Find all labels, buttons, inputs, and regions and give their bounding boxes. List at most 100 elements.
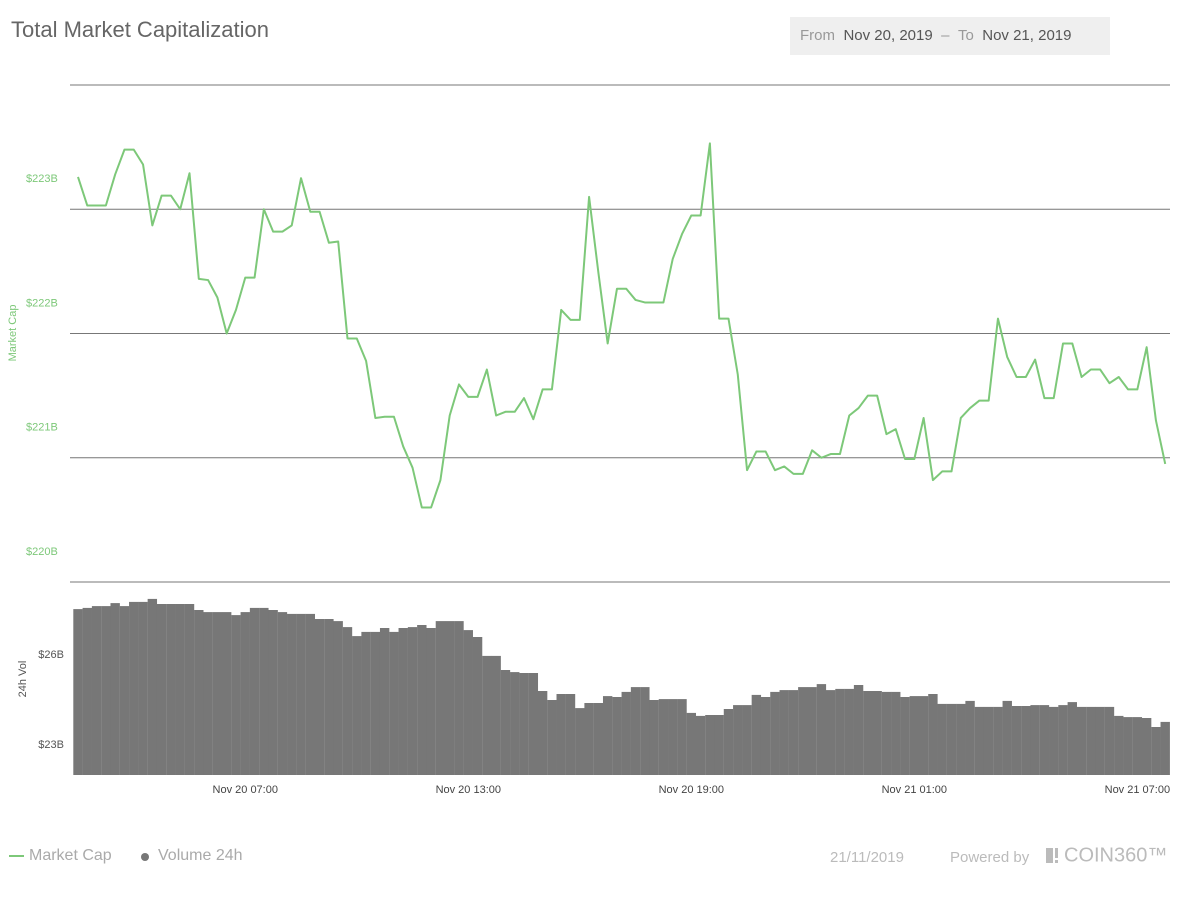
volume-bar (723, 709, 734, 775)
volume-bar (835, 688, 845, 775)
volume-bar (482, 655, 492, 775)
date-range-box[interactable] (790, 17, 1110, 55)
x-tick-label: Nov 21 07:00 (1105, 784, 1170, 796)
y2-tick-label: $23B (38, 739, 64, 751)
legend-dot-swatch[interactable] (141, 853, 149, 861)
volume-bar (472, 637, 483, 775)
volume-bar (798, 687, 808, 775)
volume-bar (1086, 706, 1096, 775)
volume-bar (742, 705, 752, 775)
volume-bar (881, 691, 892, 775)
volume-bar (454, 621, 464, 775)
volume-bar (73, 609, 83, 775)
volume-bar (1076, 706, 1087, 775)
volume-bar (1104, 706, 1115, 775)
volume-bar (91, 606, 102, 775)
volume-bar (370, 631, 381, 775)
volume-bar (649, 700, 659, 775)
volume-bar (249, 607, 260, 775)
volume-bar (705, 715, 715, 775)
volume-bar (1021, 706, 1031, 775)
volume-bar (156, 604, 167, 775)
volume-bar (965, 700, 975, 775)
brand-icon (1055, 860, 1058, 863)
volume-bar (1039, 705, 1050, 775)
volume-bar (621, 691, 631, 775)
legend-entry[interactable]: Volume 24h (158, 847, 243, 864)
volume-bar (212, 612, 223, 775)
volume-bar (993, 706, 1003, 775)
volume-bar (556, 694, 566, 775)
x-tick-label: Nov 20 13:00 (436, 784, 501, 796)
y-tick-label: $222B (26, 297, 58, 309)
volume-bar (398, 628, 408, 775)
to-date: Nov 21, 2019 (982, 27, 1071, 44)
volume-bar (668, 699, 678, 775)
volume-bar (677, 699, 687, 775)
y-tick-label: $221B (26, 422, 58, 434)
volume-bar (1151, 727, 1161, 775)
volume-bar (129, 601, 139, 775)
brand-icon (1046, 848, 1053, 863)
volume-bar (101, 606, 111, 775)
volume-bar (1011, 706, 1022, 775)
volume-bar (863, 691, 873, 775)
volume-bar (658, 699, 669, 775)
volume-bar (1114, 715, 1124, 775)
volume-bar (807, 687, 817, 775)
volume-bar (593, 703, 604, 775)
from-label: From (800, 27, 835, 44)
volume-bar (584, 703, 594, 775)
volume-bar (277, 612, 288, 775)
volume-bar (435, 621, 446, 775)
volume-bar (686, 712, 697, 775)
brand[interactable]: COIN360™ (1064, 844, 1167, 866)
legend-entry[interactable]: Market Cap (29, 847, 112, 864)
volume-bar (816, 684, 827, 775)
volume-bar (779, 690, 789, 775)
volume-bar (296, 613, 306, 775)
volume-bar (946, 703, 957, 775)
separator: – (941, 27, 950, 44)
volume-bar (1160, 721, 1170, 775)
volume-bar (974, 706, 985, 775)
volume-bar (194, 610, 204, 775)
volume-bar (751, 694, 762, 775)
volume-bar (324, 619, 334, 775)
volume-bar (147, 598, 158, 775)
volume-bar (463, 630, 473, 775)
volume-bar (491, 655, 501, 775)
y-tick-label: $223B (26, 173, 58, 185)
date-range[interactable]: From Nov 20, 2019 – To Nov 21, 2019 (800, 27, 1071, 44)
volume-bar (407, 627, 418, 775)
volume-bar (259, 607, 269, 775)
market-cap-line (77, 142, 1167, 509)
volume-bar (110, 603, 120, 775)
volume-bar (630, 687, 641, 775)
volume-bar (844, 688, 854, 775)
y2-axis-title: 24h Vol (17, 661, 29, 698)
volume-bar (500, 670, 511, 775)
volume-bar (983, 706, 994, 775)
volume-bar (714, 715, 724, 775)
brand-icon (1055, 848, 1058, 858)
volume-bar (519, 673, 529, 775)
volume-bar (612, 697, 622, 775)
volume-bar (389, 631, 399, 775)
volume-bar (510, 672, 520, 775)
volume-bar (1030, 705, 1040, 775)
volume-bar (900, 697, 910, 775)
volume-bar (537, 691, 548, 775)
x-tick-label: Nov 20 07:00 (213, 784, 278, 796)
volume-bar (528, 673, 539, 775)
volume-bar (1123, 717, 1133, 775)
volume-bar (231, 615, 241, 775)
volume-bar (956, 703, 966, 775)
volume-bar (305, 613, 316, 775)
volume-bar (928, 694, 938, 775)
volume-bar (1002, 700, 1012, 775)
volume-bar (825, 690, 836, 775)
volume-bar (937, 703, 947, 775)
volume-bar (733, 705, 743, 775)
volume-bar (918, 696, 929, 775)
